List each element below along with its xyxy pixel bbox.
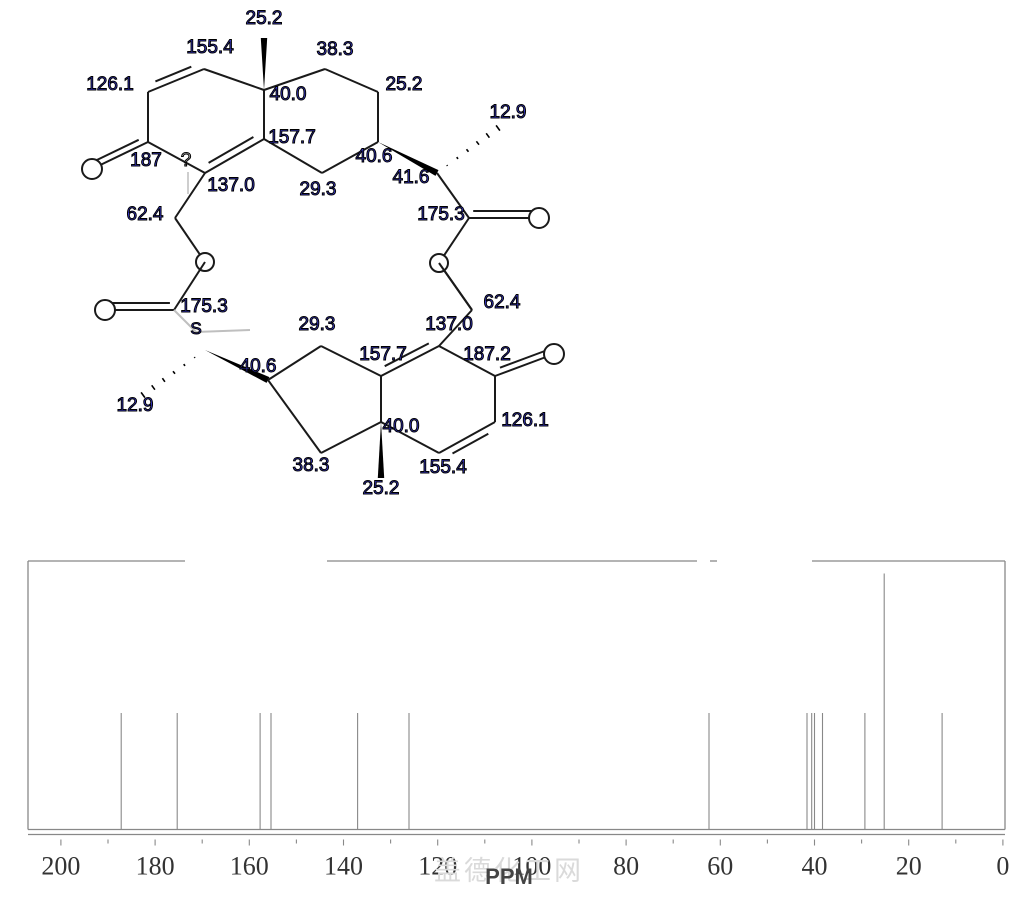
- svg-text:38.3: 38.3: [293, 455, 330, 476]
- svg-text:25.2: 25.2: [386, 74, 423, 95]
- svg-text:175.3: 175.3: [417, 204, 465, 225]
- svg-text:12.9: 12.9: [490, 102, 527, 123]
- svg-text:160: 160: [230, 852, 269, 881]
- svg-text:?: ?: [181, 150, 192, 171]
- svg-text:40.0: 40.0: [383, 416, 420, 437]
- svg-text:137.0: 137.0: [207, 175, 255, 196]
- svg-text:155.4: 155.4: [419, 457, 467, 478]
- svg-text:187: 187: [130, 150, 162, 171]
- svg-text:155.4: 155.4: [186, 37, 234, 58]
- svg-text:62.4: 62.4: [484, 292, 521, 313]
- svg-text:180: 180: [136, 852, 175, 881]
- svg-text:200: 200: [41, 852, 80, 881]
- svg-text:0: 0: [996, 852, 1009, 881]
- svg-text:126.1: 126.1: [501, 410, 549, 431]
- svg-text:29.3: 29.3: [300, 179, 337, 200]
- svg-text:25.2: 25.2: [246, 8, 283, 29]
- svg-text:187.2: 187.2: [463, 344, 511, 365]
- svg-text:62.4: 62.4: [127, 204, 164, 225]
- svg-text:40.0: 40.0: [270, 84, 307, 105]
- svg-text:157.7: 157.7: [268, 127, 316, 148]
- svg-text:126.1: 126.1: [86, 74, 134, 95]
- svg-text:20: 20: [896, 852, 922, 881]
- svg-text:29.3: 29.3: [299, 314, 336, 335]
- svg-text:80: 80: [613, 852, 639, 881]
- svg-text:12.9: 12.9: [117, 395, 154, 416]
- svg-text:S: S: [190, 319, 201, 338]
- svg-text:140: 140: [324, 852, 363, 881]
- svg-text:175.3: 175.3: [180, 296, 228, 317]
- svg-text:40: 40: [802, 852, 828, 881]
- svg-text:25.2: 25.2: [363, 478, 400, 499]
- svg-text:137.0: 137.0: [425, 314, 473, 335]
- svg-text:41.6: 41.6: [393, 167, 430, 188]
- svg-text:PPM: PPM: [485, 864, 533, 889]
- svg-text:40.6: 40.6: [240, 356, 277, 377]
- svg-text:40.6: 40.6: [356, 146, 393, 167]
- svg-text:38.3: 38.3: [317, 39, 354, 60]
- svg-text:60: 60: [707, 852, 733, 881]
- svg-text:157.7: 157.7: [359, 344, 407, 365]
